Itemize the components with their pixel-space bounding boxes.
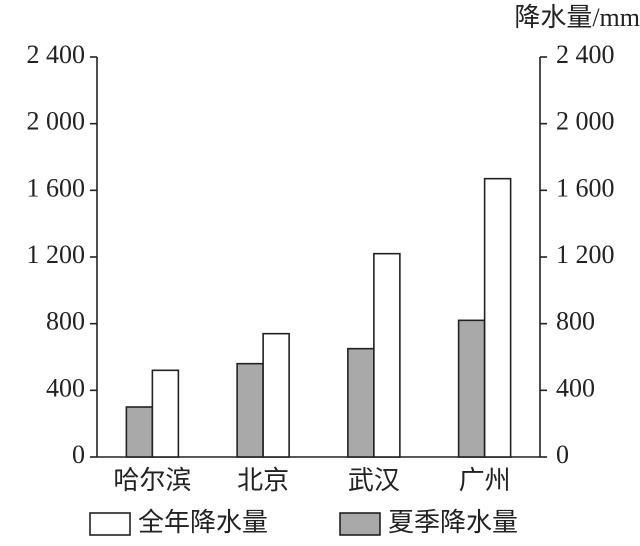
y-tick-label: 0 (72, 440, 85, 469)
bar (151, 369, 180, 458)
y-tick-label: 2 400 (27, 40, 86, 69)
legend-swatch (89, 512, 131, 536)
bar (125, 406, 154, 458)
x-tick-label: 北京 (237, 466, 289, 495)
legend-label: 全年降水量 (138, 508, 268, 537)
bar (457, 319, 486, 458)
y-tick-label: 2 000 (27, 107, 86, 136)
y-tick-label: 800 (46, 307, 85, 336)
x-tick-label: 广州 (459, 466, 511, 495)
bar (373, 252, 401, 458)
y2-tick-label: 800 (556, 307, 595, 336)
bar (347, 347, 375, 458)
y-tick-label: 400 (46, 373, 85, 402)
x-tick-label: 武汉 (348, 466, 400, 495)
y2-tick-label: 0 (556, 440, 569, 469)
legend-swatch (339, 512, 381, 536)
bar (262, 332, 290, 458)
legend-label: 夏季降水量 (388, 508, 518, 537)
y-tick-label: 1 600 (27, 173, 86, 202)
y2-tick-label: 2 000 (556, 107, 615, 136)
y2-tick-label: 1 600 (556, 173, 615, 202)
y2-tick-label: 1 200 (556, 240, 615, 269)
y-axis-title: 降水量/mm (514, 3, 640, 32)
y-tick-label: 1 200 (27, 240, 86, 269)
bar (483, 177, 512, 458)
bar (236, 362, 264, 458)
x-tick-label: 哈尔滨 (113, 466, 191, 495)
y2-tick-label: 2 400 (556, 40, 615, 69)
y2-tick-label: 400 (556, 373, 595, 402)
